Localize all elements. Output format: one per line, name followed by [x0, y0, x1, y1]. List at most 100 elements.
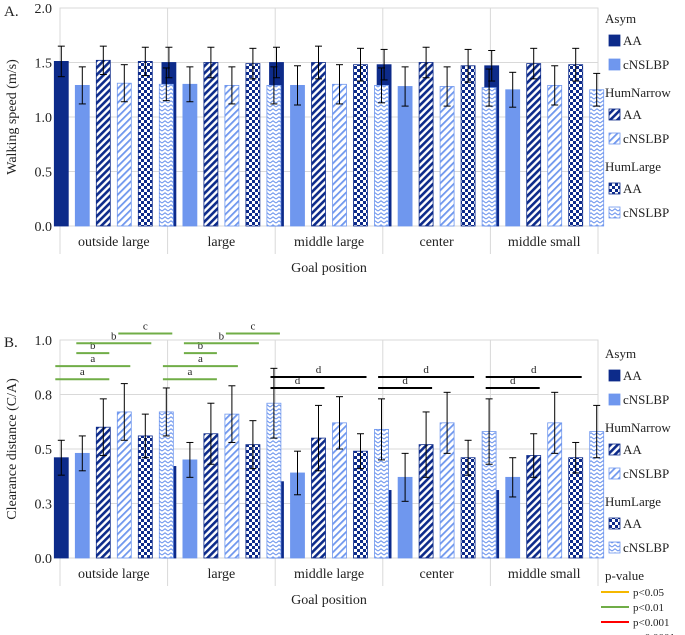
- y-tick-label: 0.0: [35, 552, 53, 567]
- legend-group-title: HumNarrow: [605, 420, 671, 435]
- significance-label: b: [90, 340, 96, 352]
- bar: [224, 84, 240, 227]
- pvalue-legend-label: p<0.001: [633, 617, 669, 629]
- pvalue-legend-label: p<0.05: [633, 587, 664, 599]
- panel-b-clearance-distance: B. 0.0 0.3 0.5 0.8 1.0 outside large large middl…: [4, 320, 675, 635]
- bar: [311, 62, 326, 227]
- significance-label: b: [219, 330, 225, 342]
- x-tick-label: center: [419, 235, 454, 250]
- bar: [439, 86, 455, 227]
- x-tick-label: middle large: [294, 567, 364, 582]
- x-tick-label: outside large: [78, 235, 150, 250]
- legend-swatch: [608, 393, 621, 406]
- bar: [332, 83, 347, 227]
- panel-label: A.: [4, 4, 19, 20]
- y-tick-label: 1.5: [35, 57, 53, 72]
- y-axis-title: Clearance distance (C/A): [5, 378, 20, 520]
- x-axis-title: Goal position: [291, 261, 367, 276]
- bar: [589, 89, 605, 227]
- legend-swatch: [608, 467, 621, 480]
- pvalue-legend-label: p<0.0001: [633, 632, 675, 635]
- legend-entry-label: cNSLBP: [623, 131, 669, 146]
- legend-swatch: [608, 182, 621, 195]
- y-tick-label: 0.8: [35, 389, 53, 404]
- legend-entry-label: AA: [623, 368, 642, 383]
- bar: [460, 65, 476, 227]
- bar: [245, 63, 261, 227]
- significance-label: a: [198, 353, 203, 365]
- bar: [481, 87, 497, 227]
- significance-label: c: [143, 320, 148, 332]
- legend-swatch: [608, 58, 621, 71]
- significance-label: d: [531, 364, 537, 376]
- legend-swatch: [608, 541, 621, 554]
- legend-entry-label: cNSLBP: [623, 392, 669, 407]
- legend-swatch: [608, 34, 621, 47]
- significance-label: a: [187, 366, 192, 378]
- x-tick-label: large: [208, 235, 236, 250]
- y-tick-label: 0.0: [35, 220, 53, 235]
- x-tick-label: large: [208, 567, 236, 582]
- y-tick-label: 2.0: [35, 2, 53, 17]
- significance-label: a: [80, 366, 85, 378]
- bar: [158, 83, 174, 227]
- x-tick-label: center: [419, 567, 454, 582]
- bar: [505, 89, 521, 227]
- legend-swatch: [608, 443, 621, 456]
- bar: [116, 82, 132, 227]
- legend-group-title: HumLarge: [605, 159, 661, 174]
- y-tick-label: 0.3: [35, 498, 53, 513]
- bar: [397, 86, 413, 227]
- legend-swatch: [608, 206, 621, 219]
- bar: [353, 64, 368, 227]
- bar: [526, 63, 542, 227]
- bar: [137, 61, 153, 227]
- significance-label: a: [90, 353, 95, 365]
- x-axis-title: Goal position: [291, 593, 367, 608]
- legend-entry-label: AA: [623, 107, 642, 122]
- y-tick-label: 1.0: [35, 334, 53, 349]
- significance-label: b: [111, 330, 117, 342]
- significance-label: c: [250, 320, 255, 332]
- panel-label: B.: [4, 335, 18, 351]
- legend-group-title: HumNarrow: [605, 85, 671, 100]
- significance-label: d: [295, 375, 301, 387]
- bar: [547, 84, 563, 227]
- legend-swatch: [608, 369, 621, 382]
- legend-entry-label: cNSLBP: [623, 205, 669, 220]
- legend-entry-label: cNSLBP: [623, 466, 669, 481]
- y-tick-label: 1.0: [35, 111, 53, 126]
- pvalue-legend-label: p<0.01: [633, 602, 664, 614]
- significance-label: d: [316, 364, 322, 376]
- significance-label: d: [510, 375, 516, 387]
- legend-swatch: [608, 108, 621, 121]
- legend-entry-label: AA: [623, 442, 642, 457]
- y-axis-title: Walking speed (m/s): [5, 59, 20, 175]
- x-tick-label: middle small: [508, 235, 581, 250]
- y-tick-label: 0.5: [35, 166, 53, 181]
- bar: [53, 61, 69, 227]
- bar: [418, 62, 434, 227]
- significance-label: b: [198, 340, 204, 352]
- legend-swatch: [608, 132, 621, 145]
- legend-group-title: Asym: [605, 346, 636, 361]
- bar: [568, 64, 584, 227]
- bar: [290, 84, 305, 227]
- legend-entry-label: cNSLBP: [623, 540, 669, 555]
- x-tick-label: middle small: [508, 567, 581, 582]
- legend-entry-label: AA: [623, 516, 642, 531]
- bar: [95, 59, 111, 227]
- legend-entry-label: AA: [623, 181, 642, 196]
- panel-a-walking-speed: A. 0.0 0.5 1.0 1.5 2.0 outside large large middl…: [4, 2, 671, 276]
- significance-label: d: [423, 364, 429, 376]
- x-tick-label: outside large: [78, 567, 150, 582]
- legend-group-title: HumLarge: [605, 494, 661, 509]
- legend-entry-label: cNSLBP: [623, 57, 669, 72]
- bar: [203, 62, 219, 227]
- pvalue-legend-title: p-value: [605, 568, 644, 583]
- legend-entry-label: AA: [623, 33, 642, 48]
- bar: [266, 84, 282, 227]
- legend-group-title: Asym: [605, 11, 636, 26]
- bar: [374, 84, 389, 227]
